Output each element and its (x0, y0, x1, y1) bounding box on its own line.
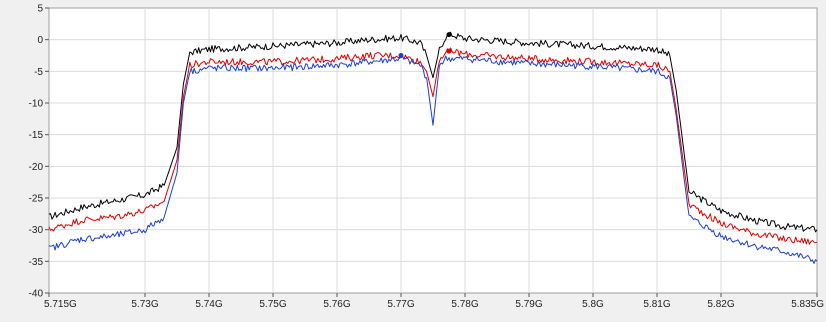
y-tick-label: -30 (29, 225, 44, 236)
y-tick-label: 5 (37, 4, 43, 15)
y-tick-label: -5 (34, 67, 43, 78)
series-line-1 (48, 31, 818, 233)
marker-layer (398, 32, 452, 58)
y-axis: 5 0 -5 -10 -15 -20 -25 -30 -35 -40 (29, 4, 49, 300)
x-tick-label: 5.73G (131, 299, 158, 310)
x-tick-label: 5.79G (515, 299, 542, 310)
marker-point-2 (446, 48, 452, 54)
x-axis: 5.715G 5.73G 5.74G 5.75G 5.76G 5.77G 5.78G 5.79… (44, 293, 824, 310)
x-tick-label: 5.81G (643, 299, 670, 310)
x-tick-label: 5.75G (259, 299, 286, 310)
x-tick-label: 5.8G (582, 299, 604, 310)
y-tick-label: 0 (37, 35, 43, 46)
x-tick-label: 5.835G (791, 299, 824, 310)
x-tick-label: 5.715G (44, 299, 77, 310)
x-tick-label: 5.74G (195, 299, 222, 310)
y-tick-label: -20 (29, 162, 44, 173)
x-tick-label: 5.78G (451, 299, 478, 310)
x-tick-label: 5.82G (707, 299, 734, 310)
x-tick-label: 5.77G (387, 299, 414, 310)
series-line-2 (48, 47, 818, 245)
marker-point-1 (446, 32, 452, 38)
y-tick-label: -35 (29, 257, 44, 268)
series-line-3 (48, 55, 818, 264)
marker-point-3 (398, 53, 404, 58)
y-tick-label: -10 (29, 99, 44, 110)
x-tick-label: 5.76G (323, 299, 350, 310)
plot-area[interactable] (48, 7, 818, 294)
series-layer (48, 31, 818, 264)
y-tick-label: -40 (29, 289, 44, 300)
y-tick-label: -15 (29, 130, 44, 141)
grid-lines (49, 8, 817, 293)
y-tick-label: -25 (29, 194, 44, 205)
